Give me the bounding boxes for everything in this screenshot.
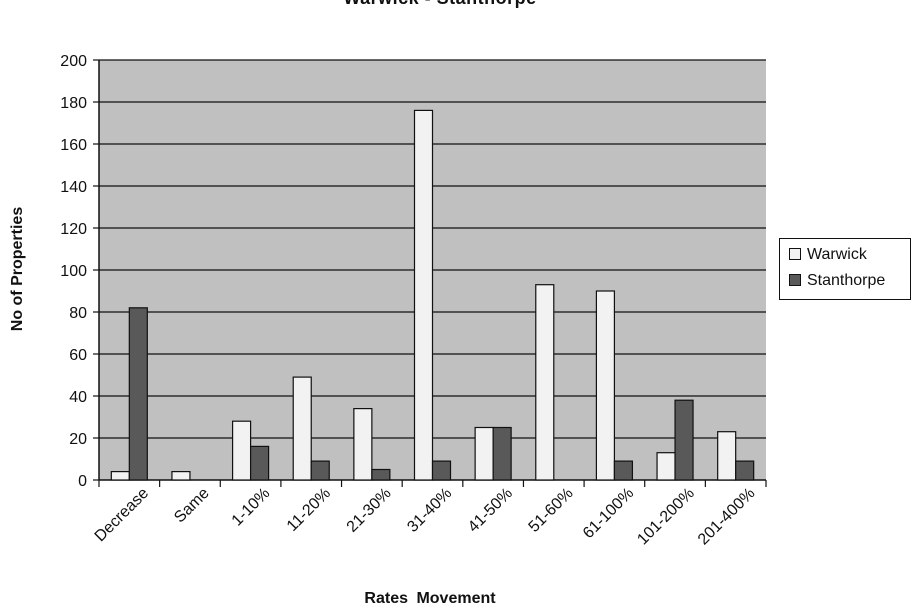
x-tick-label: Decrease <box>92 485 153 546</box>
bar-warwick-5 <box>413 109 434 481</box>
y-tick-label: 100 <box>60 263 87 280</box>
legend-swatch-stanthorpe <box>789 273 801 286</box>
legend-label-warwick: Warwick <box>807 246 867 263</box>
bar-warwick-9 <box>656 452 676 481</box>
bar-stanthorpe-10 <box>735 460 755 481</box>
bar-warwick-2 <box>231 420 252 481</box>
legend: Warwick Stanthorpe <box>779 238 911 300</box>
bar-stanthorpe-8 <box>613 460 634 481</box>
x-tick-label: 1-10% <box>229 485 274 530</box>
bar-warwick-1 <box>171 471 191 481</box>
legend-item-warwick: Warwick <box>789 245 867 265</box>
legend-item-stanthorpe: Stanthorpe <box>789 271 885 291</box>
y-tick-label: 120 <box>60 221 87 238</box>
y-tick-label: 140 <box>60 179 87 196</box>
legend-label-stanthorpe: Stanthorpe <box>807 272 886 289</box>
bar-stanthorpe-5 <box>431 460 452 481</box>
x-tick-label: 31-40% <box>404 485 455 536</box>
y-tick-label: 80 <box>69 305 87 322</box>
bar-stanthorpe-9 <box>674 399 694 481</box>
bar-warwick-3 <box>292 376 312 481</box>
bar-warwick-4 <box>353 408 373 481</box>
x-tick-label: 21-30% <box>344 485 395 536</box>
bar-stanthorpe-4 <box>371 468 391 481</box>
legend-swatch-warwick <box>789 247 801 260</box>
bar-warwick-6 <box>474 426 494 481</box>
x-tick-label: 51-60% <box>526 485 577 536</box>
y-tick-label: 20 <box>69 431 87 448</box>
x-tick-label: Same <box>171 485 213 527</box>
x-tick-label: 11-20% <box>284 485 334 535</box>
y-tick-label: 60 <box>69 347 87 364</box>
y-tick-label: 40 <box>69 389 87 406</box>
bar-warwick-10 <box>717 431 737 481</box>
chart-title: Warwick - Stanthorpe <box>230 0 650 9</box>
y-tick-label: 160 <box>60 137 87 154</box>
bar-stanthorpe-2 <box>249 445 270 481</box>
y-tick-label: 0 <box>78 473 87 490</box>
x-tick-label: 201-400% <box>695 485 759 549</box>
bar-stanthorpe-3 <box>310 460 330 481</box>
bar-warwick-0 <box>110 471 130 481</box>
y-axis-label: No of Properties <box>9 206 26 332</box>
x-tick-label: 41-50% <box>465 485 516 536</box>
x-axis-label: Rates Movement <box>364 590 496 607</box>
bar-stanthorpe-0 <box>128 307 148 481</box>
x-tick-label: 101-200% <box>634 485 698 549</box>
y-tick-label: 200 <box>60 53 87 70</box>
bar-stanthorpe-6 <box>492 426 512 481</box>
bar-warwick-8 <box>595 290 616 481</box>
y-tick-label: 180 <box>60 95 87 112</box>
bar-warwick-7 <box>535 284 555 481</box>
x-tick-label: 61-100% <box>580 485 637 542</box>
